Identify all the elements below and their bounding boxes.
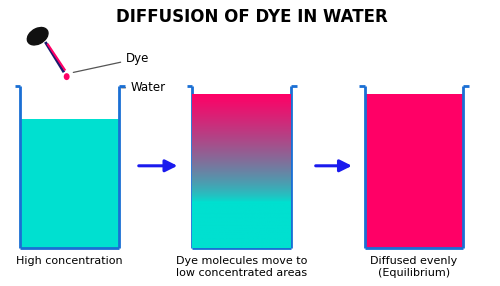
Text: Dye molecules move to
low concentrated areas: Dye molecules move to low concentrated a… <box>176 256 308 278</box>
Text: Diffused evenly
(Equilibrium): Diffused evenly (Equilibrium) <box>370 256 458 278</box>
Bar <box>20 119 119 248</box>
Ellipse shape <box>64 73 70 80</box>
Ellipse shape <box>28 27 48 45</box>
Text: High concentration: High concentration <box>16 256 123 266</box>
Text: Water: Water <box>122 81 166 94</box>
Text: Dye: Dye <box>74 52 150 72</box>
Text: DIFFUSION OF DYE IN WATER: DIFFUSION OF DYE IN WATER <box>116 8 388 26</box>
Bar <box>364 94 463 248</box>
